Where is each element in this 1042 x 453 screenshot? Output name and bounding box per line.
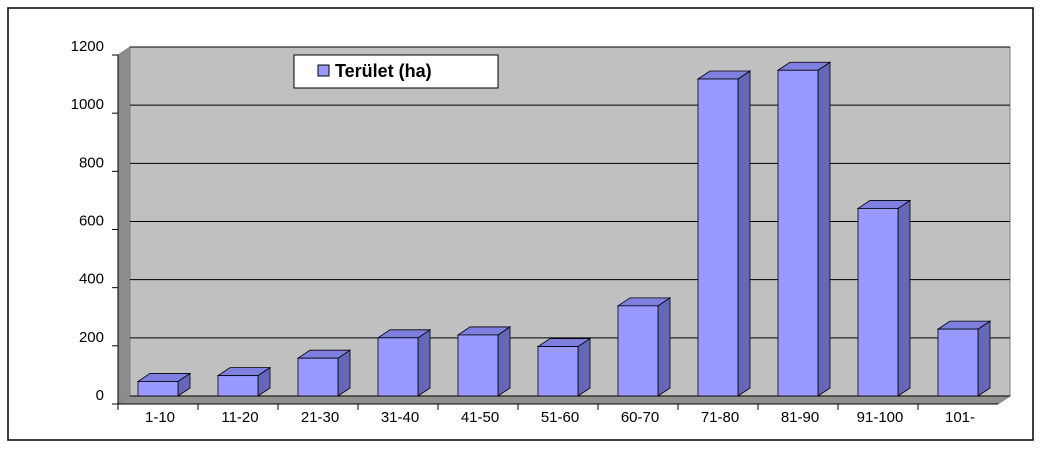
x-tick-label: 71-80: [701, 409, 739, 426]
x-tick-label: 21-30: [301, 409, 339, 426]
x-tick-label: 51-60: [541, 409, 579, 426]
y-tick-label: 1200: [71, 38, 104, 55]
bar: [537, 346, 579, 397]
bar: [777, 69, 819, 397]
bar-side: [897, 199, 911, 397]
bar: [937, 328, 979, 397]
floor: [116, 395, 1012, 405]
bar-side: [417, 329, 431, 397]
y-tick-label: 400: [79, 271, 104, 288]
x-tick-label: 91-100: [857, 409, 904, 426]
bar: [457, 334, 499, 397]
bar: [617, 305, 659, 397]
bar: [377, 337, 419, 397]
x-tick-label: 60-70: [621, 409, 659, 426]
y-tick-label: 0: [96, 387, 104, 404]
bar-side: [817, 61, 831, 397]
bar-side: [497, 326, 511, 397]
x-tick-label: 41-50: [461, 409, 499, 426]
side-wall: [117, 46, 131, 405]
bar-side: [977, 320, 991, 397]
bar: [217, 375, 259, 397]
x-tick-label: 1-10: [145, 409, 175, 426]
x-tick-label: 81-90: [781, 409, 819, 426]
bar-side: [657, 297, 671, 397]
y-tick-label: 600: [79, 212, 104, 229]
x-tick-label: 11-20: [221, 409, 258, 426]
bar: [297, 357, 339, 397]
x-tick-label: 31-40: [381, 409, 419, 426]
legend-swatch: [317, 64, 330, 77]
x-tick-label: 101-: [945, 409, 975, 426]
bar: [697, 78, 739, 397]
bar-side: [577, 337, 591, 397]
bar: [137, 381, 179, 397]
y-tick-label: 800: [79, 154, 104, 171]
y-tick-label: 1000: [71, 96, 104, 113]
legend-label: Terület (ha): [335, 61, 432, 81]
bar-side: [737, 70, 751, 397]
bar: [857, 208, 899, 397]
y-tick-label: 200: [79, 329, 104, 346]
